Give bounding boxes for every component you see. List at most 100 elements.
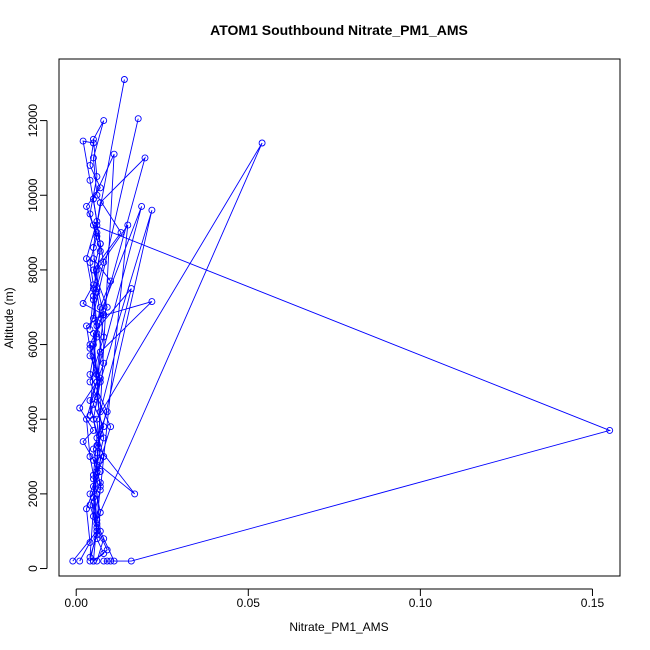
data-point xyxy=(148,206,156,214)
data-point xyxy=(606,426,614,434)
data-point xyxy=(89,494,97,502)
data-point xyxy=(93,468,101,475)
y-tick-label: 12000 xyxy=(26,104,40,138)
data-point xyxy=(93,266,101,274)
data-point xyxy=(124,221,132,229)
series-3 xyxy=(86,150,149,565)
data-point xyxy=(83,322,90,330)
y-tick-label: 6000 xyxy=(26,331,40,358)
data-point xyxy=(93,415,101,423)
data-point xyxy=(89,512,97,520)
data-point xyxy=(76,557,84,565)
data-point xyxy=(100,557,108,565)
series-layer xyxy=(69,76,614,565)
data-point xyxy=(100,434,108,442)
data-point xyxy=(107,423,115,431)
series-line xyxy=(79,118,139,562)
data-point xyxy=(86,344,94,352)
data-point xyxy=(86,378,94,386)
data-point xyxy=(89,135,97,143)
data-point xyxy=(96,430,104,438)
data-point xyxy=(89,482,97,490)
data-point xyxy=(86,258,94,266)
data-point xyxy=(86,352,94,360)
data-point xyxy=(79,438,87,446)
data-point xyxy=(96,240,104,248)
data-point xyxy=(86,538,94,546)
data-point xyxy=(79,137,87,145)
data-point xyxy=(83,255,90,263)
data-point xyxy=(89,221,97,229)
y-tick-label: 0 xyxy=(26,565,40,572)
data-point xyxy=(110,150,118,158)
data-point xyxy=(258,139,266,147)
data-point xyxy=(100,311,108,319)
y-tick-label: 2000 xyxy=(26,480,40,507)
data-point xyxy=(107,277,115,285)
data-point xyxy=(86,490,94,498)
x-axis: 0.00 0.05 0.10 0.15 xyxy=(65,588,605,610)
data-point xyxy=(86,501,94,509)
data-point xyxy=(93,441,101,449)
data-point xyxy=(89,426,97,434)
data-point xyxy=(83,505,90,513)
data-point xyxy=(93,449,101,457)
data-point xyxy=(110,557,118,565)
data-point xyxy=(89,266,97,274)
data-point xyxy=(127,285,135,293)
data-point xyxy=(86,453,94,460)
data-point xyxy=(89,154,97,162)
data-point xyxy=(89,195,97,203)
data-point xyxy=(93,288,101,296)
y-tick-label: 8000 xyxy=(26,256,40,283)
data-point xyxy=(107,557,115,565)
data-point xyxy=(93,378,101,386)
y-tick-label: 10000 xyxy=(26,178,40,212)
data-point xyxy=(96,479,104,487)
x-tick-label: 0.05 xyxy=(237,596,261,610)
data-point xyxy=(89,445,97,453)
data-point xyxy=(127,557,135,565)
data-point xyxy=(69,557,77,565)
data-point xyxy=(86,412,94,419)
data-point xyxy=(79,300,87,307)
data-point xyxy=(96,303,104,311)
y-tick-label: 4000 xyxy=(26,406,40,433)
data-point xyxy=(89,292,97,300)
data-point xyxy=(138,202,146,210)
data-point xyxy=(96,509,104,516)
x-tick-label: 0.00 xyxy=(65,596,89,610)
data-point xyxy=(83,415,90,423)
data-point xyxy=(93,557,101,565)
data-point xyxy=(100,359,108,367)
data-point xyxy=(96,348,104,356)
data-point xyxy=(148,298,156,306)
series-4 xyxy=(86,139,266,565)
data-point xyxy=(141,154,149,162)
data-point xyxy=(89,139,97,147)
plot-frame xyxy=(58,58,621,577)
x-tick-label: 0.10 xyxy=(409,596,433,610)
data-point xyxy=(89,314,97,322)
series-2 xyxy=(76,115,142,565)
data-point xyxy=(96,408,104,416)
data-point xyxy=(131,490,139,498)
data-point xyxy=(103,557,111,565)
data-point xyxy=(93,229,101,237)
x-axis-label: Nitrate_PM1_AMS xyxy=(289,620,388,634)
chart-title: ATOM1 Southbound Nitrate_PM1_AMS xyxy=(210,22,468,38)
data-point xyxy=(96,486,104,494)
data-point xyxy=(86,161,94,169)
data-point xyxy=(100,117,108,125)
data-point xyxy=(89,255,97,263)
data-point xyxy=(89,244,97,251)
x-tick-label: 0.15 xyxy=(581,596,605,610)
data-point xyxy=(93,527,101,535)
series-5 xyxy=(83,221,614,565)
data-point xyxy=(86,397,94,405)
y-axis-label: Altitude (m) xyxy=(2,287,16,348)
data-point xyxy=(86,326,94,334)
data-point xyxy=(100,535,108,543)
data-point xyxy=(100,550,108,558)
data-point xyxy=(96,199,104,207)
